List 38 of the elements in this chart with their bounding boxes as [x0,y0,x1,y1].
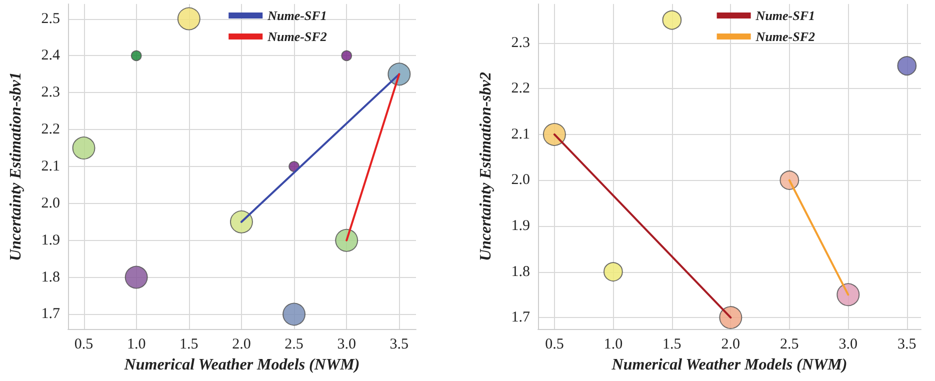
x-tick-label: 1.5 [180,336,198,352]
x-tick-label: 3.0 [337,336,356,352]
x-tick-label: 2.0 [721,336,740,352]
legend-label: Nume-SF2 [754,29,816,44]
x-tick-label: 2.5 [284,336,304,352]
y-tick-label: 2.1 [511,126,530,142]
x-tick-label: 1.5 [662,336,682,352]
y-tick-label: 1.8 [41,269,60,286]
y-tick-label: 1.9 [41,232,60,248]
y-tick-label: 1.7 [511,310,530,326]
x-tick-label: 1.0 [604,336,623,352]
legend-label: Nume-SF1 [266,8,327,23]
y-tick-label: 2.4 [41,48,60,64]
legend-label: Nume-SF1 [754,8,816,23]
x-tick-label: 2.5 [780,336,799,352]
x-tick-label: 2.0 [232,336,251,352]
x-tick-label: 0.5 [545,336,564,352]
x-axis-title: Numerical Weather Models (NWM) [610,356,848,374]
y-tick-label: 2.0 [41,195,60,212]
y-tick-label: 2.2 [511,80,530,97]
x-tick-label: 0.5 [74,336,94,352]
y-tick-label: 2.1 [41,158,60,174]
x-tick-label: 1.0 [126,336,146,352]
x-axis-title: Numerical Weather Models (NWM) [123,356,360,374]
legend-label: Nume-SF2 [266,29,328,44]
y-tick-label: 2.5 [41,10,60,27]
y-tick-label: 2.3 [41,84,60,101]
y-tick-label: 2.2 [41,122,60,138]
y-tick-label: 2.0 [511,172,530,188]
y-axis-title: Uncertainty Estimation-sbv2 [478,72,494,261]
x-tick-label: 3.5 [898,336,916,352]
y-tick-label: 2.3 [511,34,530,51]
y-tick-label: 1.8 [511,264,530,280]
y-tick-label: 1.7 [41,306,60,322]
x-tick-label: 3.0 [838,336,858,352]
x-tick-label: 3.5 [390,336,409,352]
y-tick-label: 1.9 [511,218,530,234]
y-axis-title: Uncertainty Estimation-sbv1 [8,72,24,261]
